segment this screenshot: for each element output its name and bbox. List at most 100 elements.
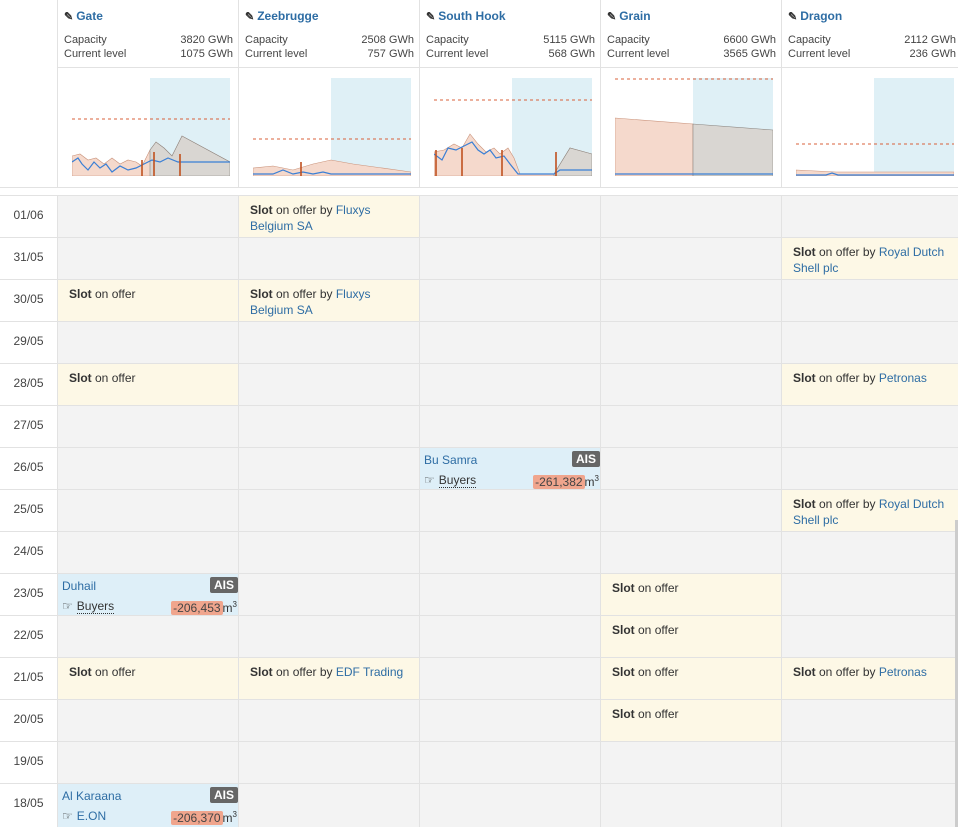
volume-value: -261,382 m3 [533,471,599,490]
slot-offer-cell[interactable]: Slot on offer [57,363,240,406]
offerer-link[interactable]: Fluxys Belgium SA [250,287,371,317]
slot-offer-cell[interactable]: Slot on offer [57,657,240,700]
ais-badge[interactable]: AIS [209,577,238,593]
empty-cell [781,573,958,616]
empty-cell [419,489,602,532]
row-divider [0,531,57,532]
row-divider [0,321,57,322]
slot-offer-cell[interactable]: Slot on offer [600,573,783,616]
volume-unit-sup: 3 [594,474,599,483]
offerer-link[interactable]: EDF Trading [335,665,404,679]
empty-cell [238,321,421,364]
row-date: 30/05 [13,292,44,306]
row-divider [0,405,57,406]
slot-label: Slot [612,707,635,721]
on-offer-label: on offer [815,245,860,259]
buyer-row[interactable]: ☞ E.ON [62,809,106,823]
slot-label: Slot [69,287,92,301]
forecast-area [874,78,954,176]
storage-chart-dragon [796,78,954,176]
offerer-link[interactable]: Petronas [878,371,927,385]
ship-name-link[interactable]: Bu Samra [424,453,478,467]
offerer-link[interactable]: Fluxys Belgium SA [250,203,371,233]
slot-offer-cell[interactable]: Slot on offer [600,657,783,700]
row-divider [0,237,57,238]
slot-label: Slot [250,203,273,217]
terminal-header-gate: ✎ Gate Capacity 3820 GWh Current level 1075… [57,0,239,188]
by-label: by [859,497,879,511]
empty-cell [781,699,958,742]
current-level-row: Current level 1075 GWh [64,48,233,60]
empty-cell [781,783,958,827]
empty-cell [419,405,602,448]
empty-cell [419,195,602,238]
row-date: 22/05 [13,628,44,642]
buyer-label[interactable]: Buyers [76,599,115,614]
offerer-link[interactable]: Royal Dutch Shell plc [793,245,945,275]
offerer-link[interactable]: Royal Dutch Shell plc [793,497,945,527]
slot-offer-text: Slot on offer [612,580,775,596]
slot-offer-text: Slot on offer by EDF Trading [250,664,413,680]
row-divider [0,699,57,700]
slot-offer-cell[interactable]: Slot on offer by Fluxys Belgium SA [238,279,421,322]
empty-cell [419,321,602,364]
terminal-header-dragon: ✎ Dragon Capacity 2112 GWh Current level 23… [781,0,958,188]
empty-cell [419,741,602,784]
slot-label: Slot [793,497,816,511]
buyer-label[interactable]: Buyers [438,473,477,488]
empty-cell [781,279,958,322]
cargo-cell[interactable]: Al Karaana AIS ☞ E.ON -206,370 m3 [57,783,240,827]
volume-unit: m [222,811,233,825]
cargo-cell[interactable]: Bu Samra AIS ☞ Buyers -261,382 m3 [419,447,602,490]
header-bottom-border [0,187,958,188]
slot-offer-cell[interactable]: Slot on offer by Petronas [781,363,958,406]
offerer-link[interactable]: Petronas [878,665,927,679]
capacity-row: Capacity 3820 GWh [64,34,233,46]
cargo-cell[interactable]: Duhail AIS ☞ Buyers -206,453 m3 [57,573,240,616]
slot-label: Slot [612,665,635,679]
slot-label: Slot [793,371,816,385]
terminal-link-dragon[interactable]: ✎ Dragon [788,9,843,23]
slot-label: Slot [250,665,273,679]
ship-name-link[interactable]: Duhail [62,579,97,593]
empty-cell [781,195,958,238]
slot-offer-text: Slot on offer [69,286,232,302]
forecast-level [553,147,592,176]
slot-offer-cell[interactable]: Slot on offer by Royal Dutch Shell plc [781,489,958,532]
slot-offer-text: Slot on offer [612,664,775,680]
buyer-label[interactable]: E.ON [76,809,107,823]
divider [782,67,958,68]
ais-badge[interactable]: AIS [571,451,600,467]
ais-badge[interactable]: AIS [209,787,238,803]
on-offer-label: on offer [91,287,136,301]
slot-offer-cell[interactable]: Slot on offer by Fluxys Belgium SA [238,195,421,238]
pin-icon: ✎ [788,11,798,23]
empty-cell [419,573,602,616]
scrollbar[interactable] [955,520,958,827]
slot-offer-cell[interactable]: Slot on offer [57,279,240,322]
slot-label: Slot [612,623,635,637]
divider [420,67,601,68]
buyer-row[interactable]: ☞ Buyers [424,473,477,488]
terminal-link-gate[interactable]: ✎ Gate [64,9,103,23]
slot-offer-cell[interactable]: Slot on offer [600,615,783,658]
empty-cell [419,699,602,742]
empty-cell [781,531,958,574]
ship-name-link[interactable]: Al Karaana [62,789,122,803]
empty-cell [419,783,602,827]
storage-chart-grain [615,78,773,176]
terminal-link-grain[interactable]: ✎ Grain [607,9,651,23]
slot-offer-cell[interactable]: Slot on offer by Royal Dutch Shell plc [781,237,958,280]
terminal-header-south-hook: ✎ South Hook Capacity 5115 GWh Current lev… [419,0,601,188]
slot-label: Slot [250,287,273,301]
slot-offer-text: Slot on offer [69,664,232,680]
empty-cell [600,741,783,784]
buyer-row[interactable]: ☞ Buyers [62,599,115,614]
terminal-link-zeebrugge[interactable]: ✎ Zeebrugge [245,9,319,23]
slot-offer-cell[interactable]: Slot on offer [600,699,783,742]
slot-offer-text: Slot on offer by Petronas [793,370,951,386]
terminal-link-south-hook[interactable]: ✎ South Hook [426,9,506,23]
slot-offer-cell[interactable]: Slot on offer by EDF Trading [238,657,421,700]
empty-cell [600,279,783,322]
slot-offer-cell[interactable]: Slot on offer by Petronas [781,657,958,700]
